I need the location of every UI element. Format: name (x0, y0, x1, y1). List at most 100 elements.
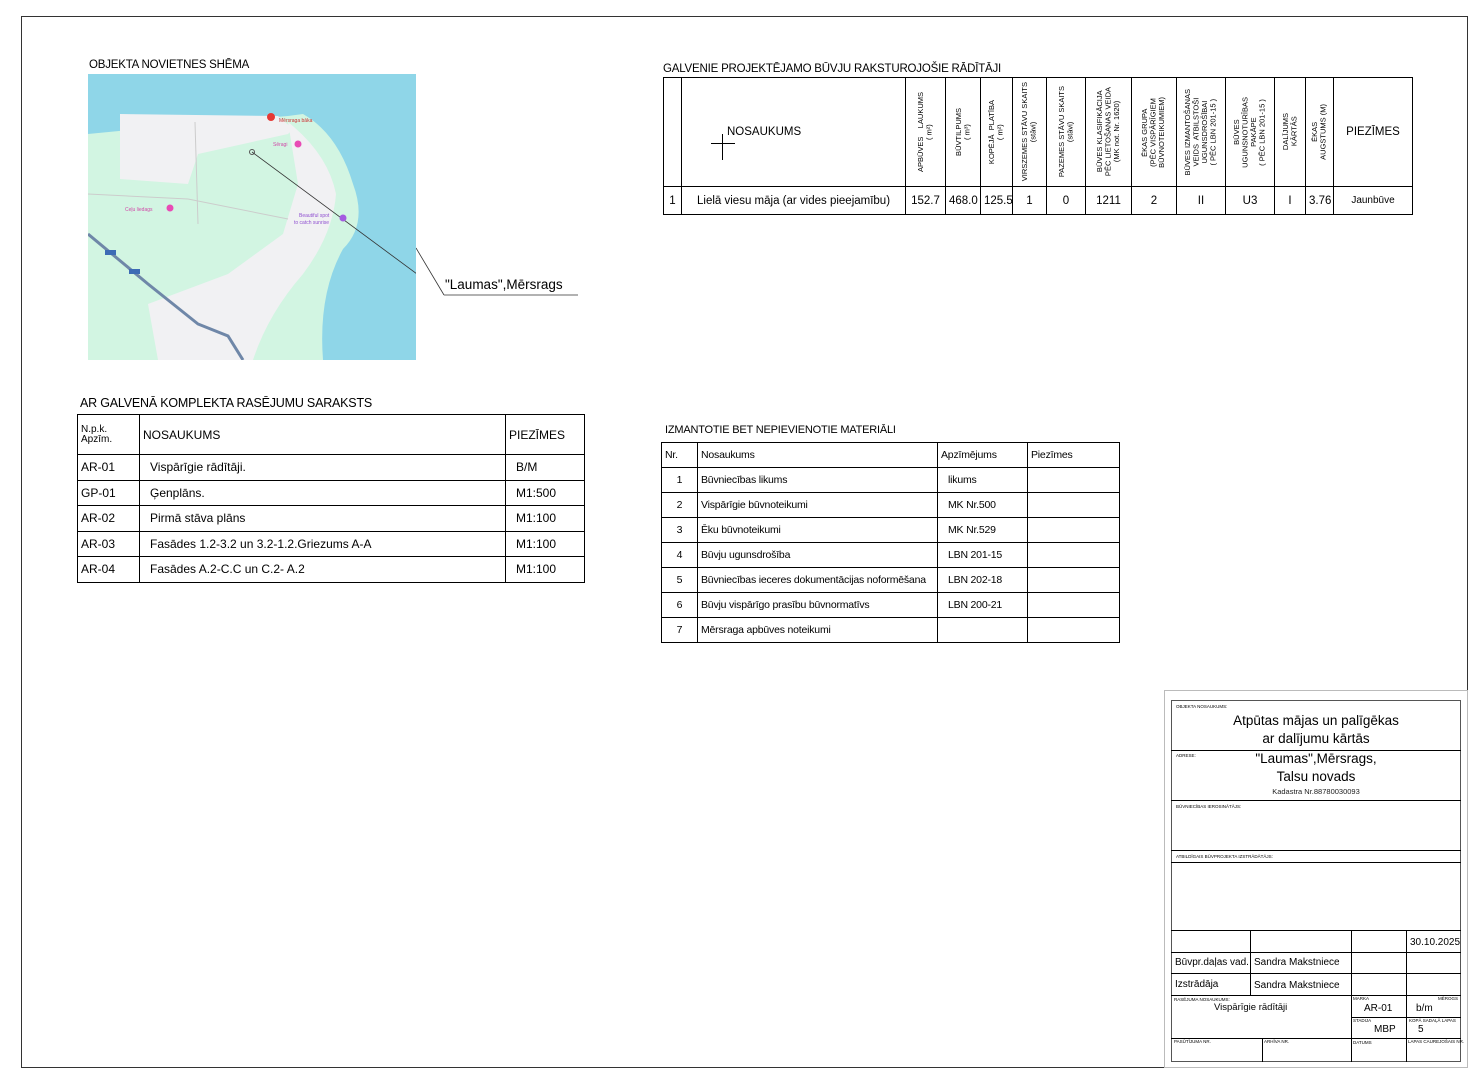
table-cell: M1:100 (505, 505, 585, 532)
table-row: 1 Būvniecības likums likums (661, 467, 1120, 493)
table-cell: Lielā viesu māja (ar vides pieejamību) (681, 186, 906, 215)
table-cell: Būvju vispārīgo prasību būvnormatīvs (697, 592, 938, 618)
table-cell: Mērsraga apbūves noteikumi (697, 617, 938, 643)
scale: b/m (1416, 1003, 1433, 1014)
column-header: KOPĒJĀ PLATĪBA ( m²) (980, 77, 1013, 187)
table-cell: Ģenplāns. (139, 479, 506, 506)
divider (1262, 1038, 1263, 1062)
column-header: VIRSZEMES STĀVU SKAITS (stāvi) (1012, 77, 1047, 187)
table-row: AR-01 Vispārīgie rādītāji. B/M (77, 454, 585, 481)
table-row: 4 Būvju ugunsdrošība LBN 201-15 (661, 542, 1120, 568)
divider (1171, 750, 1461, 751)
table-cell: MK Nr.500 (937, 492, 1028, 518)
table-cell: Pirmā stāva plāns (139, 505, 506, 532)
svg-text:to catch sunrise: to catch sunrise (294, 220, 329, 226)
divider (1171, 952, 1461, 953)
column-header: ĒKAS AUGSTUMS (M) (1305, 77, 1334, 187)
sheet-frame (21, 16, 1468, 1068)
table-cell: 7 (661, 617, 698, 643)
table-cell (1027, 567, 1120, 593)
table-cell: GP-01 (77, 479, 140, 506)
divider (1171, 800, 1461, 801)
table-cell: 3.76 (1305, 186, 1334, 215)
table-cell (1027, 542, 1120, 568)
table-cell (937, 617, 1028, 643)
table-cell: 4 (661, 542, 698, 568)
drawing-name: Vispārīgie rādītāji (1214, 1002, 1288, 1013)
table-row: 1 Lielā viesu māja (ar vides pieejamību) 1… (663, 186, 1413, 215)
table-cell: I (1274, 186, 1306, 215)
sheet-count: 5 (1418, 1024, 1424, 1035)
table-cell: 1 (663, 186, 682, 215)
column-header (663, 77, 682, 187)
drawings-title: AR GALVENĀ KOMPLEKTA RASĒJUMU SARAKSTS (80, 396, 373, 410)
column-header: APBŪVES LAUKUMS ( m²) (905, 77, 946, 187)
table-cell: 1 (1012, 186, 1047, 215)
table-cell (1027, 492, 1120, 518)
divider (1351, 930, 1352, 1062)
table-cell: 3 (661, 517, 698, 543)
divider (1171, 973, 1461, 974)
divider (1171, 862, 1461, 863)
table-cell: M1:100 (505, 556, 585, 583)
table-row: 2 Vispārīgie būvnoteikumi MK Nr.500 (661, 492, 1120, 518)
table-cell: Vispārīgie būvnoteikumi (697, 492, 938, 518)
column-header: Piezīmes (1027, 442, 1120, 468)
header-row: N.p.k. Apzīm. NOSAUKUMS PIEZĪMES (77, 414, 585, 455)
svg-text:Ceļu liedags: Ceļu liedags (125, 207, 153, 213)
title-block-outer (1164, 690, 1468, 1068)
table-cell (1027, 592, 1120, 618)
table-cell: Fasādes A.2-C.C un C.2- A.2 (139, 556, 506, 583)
column-header: DALĪJUMS KĀRTĀS (1274, 77, 1306, 187)
table-cell: 152.7 (905, 186, 946, 215)
table-cell: 125.5 (980, 186, 1013, 215)
table-cell: Būvniecības likums (697, 467, 938, 493)
map-graphic: Mērsraga bāka Sēragi Ceļu liedags Beauti… (88, 113, 416, 360)
table-cell: 6 (661, 592, 698, 618)
table-cell: Ēku būvnoteikumi (697, 517, 938, 543)
table-cell: Vispārīgie rādītāji. (139, 454, 506, 481)
materials-table: Nr. Nosaukums Apzīmējums Piezīmes 1 Būvniecīb… (661, 442, 1120, 643)
table-row: 3 Ēku būvnoteikumi MK Nr.529 (661, 517, 1120, 543)
table-cell: AR-04 (77, 556, 140, 583)
manager-name: Sandra Makstniece (1254, 957, 1340, 968)
table-cell: Būvju ugunsdrošība (697, 542, 938, 568)
mark: AR-01 (1364, 1003, 1393, 1014)
column-header: BŪVES KLASIFIKĀCIJA PĒC LIETOŠANAS VEIDA… (1085, 77, 1132, 187)
table-cell: LBN 202-18 (937, 567, 1028, 593)
table-cell: Būvniecības ieceres dokumentācijas nofor… (697, 567, 938, 593)
table-cell: 2 (1131, 186, 1177, 215)
divider (1406, 930, 1407, 1062)
indicators-title: GALVENIE PROJEKTĒJAMO BŪVJU RAKSTUROJOŠI… (663, 63, 1002, 75)
indicators-table: NOSAUKUMS APBŪVES LAUKUMS ( m²) BŪVTILPUMS… (663, 77, 1413, 215)
column-header: PIEZĪMES (505, 414, 585, 455)
table-cell: M1:500 (505, 479, 585, 506)
table-row: AR-03 Fasādes 1.2-3.2 un 3.2-1.2.Griezums… (77, 530, 585, 557)
table-cell: 5 (661, 567, 698, 593)
table-cell: LBN 201-15 (937, 542, 1028, 568)
drawings-table: N.p.k. Apzīm. NOSAUKUMS PIEZĪMES AR-01 Vispā… (77, 414, 585, 583)
divider (1171, 850, 1461, 851)
table-row: AR-02 Pirmā stāva plāns M1:100 (77, 505, 585, 532)
column-header: Nosaukums (697, 442, 938, 468)
divider (1171, 1038, 1461, 1039)
map-label: Mērsraga bāka (279, 118, 313, 124)
table-cell: AR-01 (77, 454, 140, 481)
column-header: N.p.k. Apzīm. (77, 414, 140, 455)
site-callout: "Laumas",Mērsrags (445, 277, 563, 292)
column-header: NOSAUKUMS (681, 77, 906, 187)
table-cell: AR-03 (77, 530, 140, 557)
column-header: PAZEMES STĀVU SKAITS (stāvi) (1046, 77, 1086, 187)
divider (1250, 930, 1251, 995)
date: 30.10.2025 (1410, 937, 1461, 948)
address: "Laumas",Mērsrags, Talsu novads Kadastra N… (1255, 751, 1377, 796)
table-cell: 0 (1046, 186, 1086, 215)
table-cell: MK Nr.529 (937, 517, 1028, 543)
table-cell: B/M (505, 454, 585, 481)
table-cell (1027, 517, 1120, 543)
header-row: NOSAUKUMS APBŪVES LAUKUMS ( m²) BŪVTILPUMS… (663, 77, 1413, 187)
table-cell: likums (937, 467, 1028, 493)
table-cell: 1211 (1085, 186, 1132, 215)
site-plan-title: OBJEKTA NOVIETNES SHĒMA (89, 59, 250, 71)
column-header: NOSAUKUMS (139, 414, 506, 455)
